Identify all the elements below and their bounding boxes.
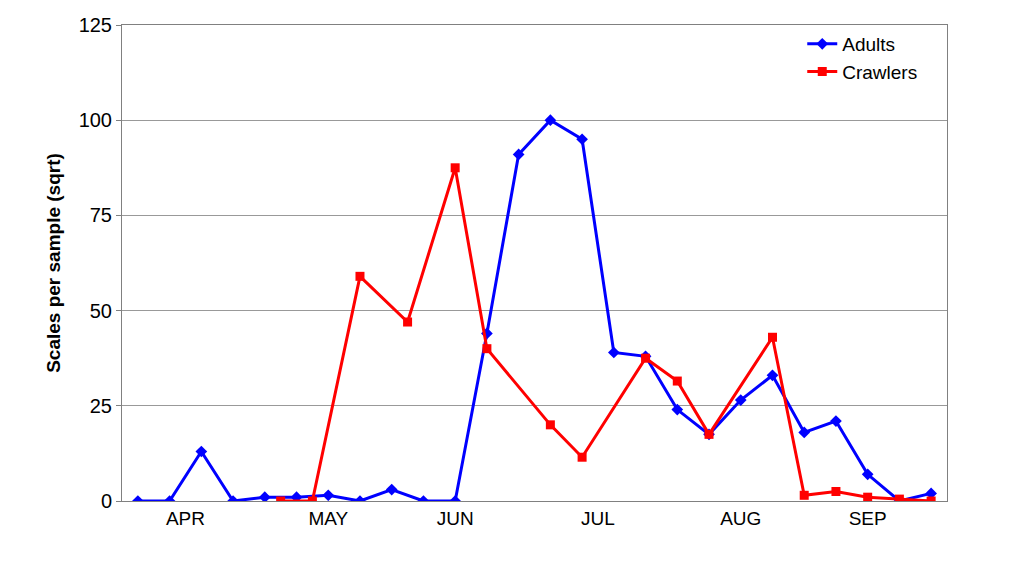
svg-text:Crawlers: Crawlers xyxy=(842,62,917,83)
svg-text:50: 50 xyxy=(90,300,112,322)
svg-text:100: 100 xyxy=(79,109,112,131)
svg-text:JUL: JUL xyxy=(581,508,615,529)
svg-text:25: 25 xyxy=(90,395,112,417)
svg-text:MAY: MAY xyxy=(308,508,348,529)
svg-text:SEP: SEP xyxy=(849,508,887,529)
svg-text:AUG: AUG xyxy=(720,508,761,529)
svg-text:Scales per sample (sqrt): Scales per sample (sqrt) xyxy=(43,153,64,373)
svg-text:75: 75 xyxy=(90,204,112,226)
svg-text:Adults: Adults xyxy=(842,34,895,55)
svg-text:JUN: JUN xyxy=(437,508,474,529)
svg-text:APR: APR xyxy=(166,508,205,529)
svg-text:0: 0 xyxy=(101,490,112,512)
svg-text:125: 125 xyxy=(79,14,112,36)
